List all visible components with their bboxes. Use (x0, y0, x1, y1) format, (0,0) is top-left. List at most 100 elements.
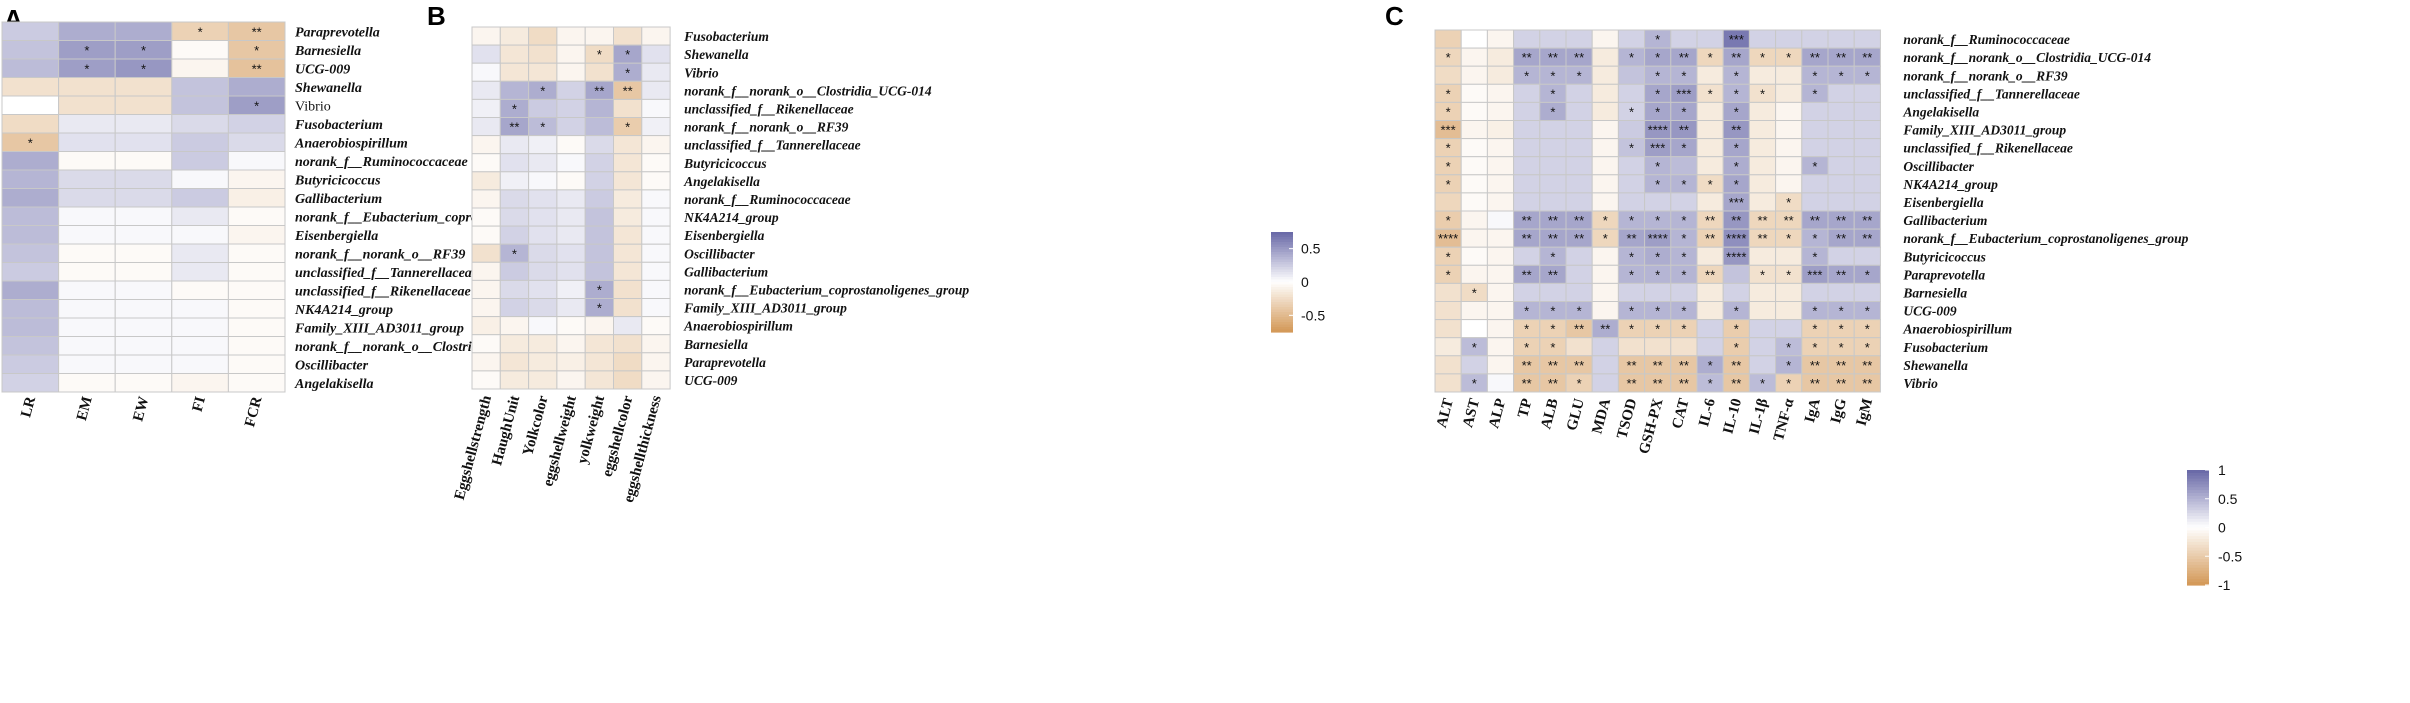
row-label: UCG-009 (295, 62, 350, 77)
heatmap-cell (1644, 282, 1672, 302)
legend-swatch (1271, 294, 1293, 298)
heatmap-cell (641, 153, 671, 173)
significance-mark: ** (1731, 376, 1741, 391)
legend-swatch (2187, 501, 2209, 506)
column-label: ALB (1538, 397, 1561, 431)
heatmap-cell (1827, 156, 1855, 176)
significance-mark: * (1655, 32, 1660, 47)
row-label: Anaerobiospirillum (683, 319, 793, 334)
heatmap-cell (1, 373, 60, 393)
significance-mark: * (1655, 249, 1660, 264)
legend-swatch (2187, 559, 2209, 563)
row-label: Paraprevotella (1903, 267, 1985, 282)
row-label: NK4A214_group (683, 210, 779, 225)
significance-mark: ** (1810, 50, 1820, 65)
legend-swatch (2187, 541, 2209, 546)
heatmap-cell (1, 151, 60, 171)
heatmap-cell (227, 206, 286, 226)
heatmap-cell (227, 354, 286, 374)
heatmap-cell (1696, 101, 1724, 122)
heatmap-cell (1748, 138, 1777, 158)
legend-swatch (2187, 556, 2209, 560)
heatmap-cell (114, 77, 173, 97)
significance-mark: ** (1522, 376, 1532, 391)
heatmap-cell (641, 261, 671, 281)
heatmap-cell (1670, 192, 1698, 212)
heatmap-cell (556, 370, 586, 390)
heatmap-cell (1, 95, 60, 115)
heatmap-cell (1539, 29, 1567, 49)
heatmap-cell (499, 62, 530, 82)
heatmap-cell (1853, 156, 1881, 176)
heatmap-cell (1748, 192, 1777, 212)
significance-mark: *** (1729, 195, 1744, 210)
legend-swatch (1271, 299, 1293, 303)
legend-swatch (2187, 513, 2209, 517)
heatmap-cell (1801, 174, 1829, 194)
heatmap-cell (528, 207, 558, 227)
heatmap-cell (556, 189, 586, 209)
row-label: unclassified_f__Rikenellaceae (295, 284, 471, 299)
legend-swatch (1271, 249, 1293, 253)
heatmap-cell (1486, 29, 1515, 49)
significance-mark: ** (1574, 231, 1584, 246)
row-label: Shewanella (1903, 358, 1968, 373)
significance-mark: * (597, 47, 602, 62)
heatmap-cell (1460, 192, 1488, 212)
legend-swatch (1271, 327, 1293, 331)
heatmap-cell (1565, 120, 1593, 140)
heatmap-cell (1486, 138, 1515, 158)
significance-mark: * (1760, 86, 1765, 101)
row-label: Anaerobiospirillum (1902, 322, 2012, 337)
heatmap-cell (171, 262, 229, 282)
heatmap-cell (1696, 282, 1724, 302)
significance-mark: * (1655, 213, 1660, 228)
row-label: UCG-009 (1903, 304, 1956, 319)
heatmap-cell (528, 243, 558, 263)
heatmap-cell (556, 171, 586, 191)
significance-mark: * (84, 43, 89, 58)
heatmap-cell (1591, 101, 1619, 122)
heatmap-cell (114, 299, 173, 319)
heatmap-cell (584, 225, 615, 245)
significance-mark: * (1812, 304, 1817, 319)
heatmap-cell (499, 207, 530, 227)
heatmap-cell (1460, 47, 1488, 67)
significance-mark: ** (1522, 358, 1532, 373)
legend-swatch (2187, 562, 2209, 566)
heatmap-cell (1591, 301, 1619, 321)
heatmap-cell (1, 188, 60, 208)
significance-mark: * (1446, 86, 1451, 101)
legend-swatch (1271, 292, 1293, 296)
legend-swatch (1271, 287, 1293, 291)
legend-swatch (1271, 237, 1293, 241)
panel-C: C* *** norank_f__Ruminococcaceae* ** ** ** * * *… (1385, 1, 2242, 593)
heatmap-cell (471, 352, 501, 372)
legend-colorbar: 1 0.5 0 -0.5 -1 (2187, 462, 2242, 593)
heatmap-cell (1775, 83, 1803, 103)
heatmap-cell (1460, 138, 1488, 158)
significance-mark: * (1550, 322, 1555, 337)
significance-mark: ** (1836, 358, 1846, 373)
significance-mark: ** (1810, 358, 1820, 373)
significance-mark: ** (1836, 231, 1846, 246)
heatmap-cell (471, 117, 501, 137)
significance-mark: ** (1679, 50, 1689, 65)
significance-mark: * (1655, 177, 1660, 192)
legend-swatch (2187, 498, 2209, 503)
heatmap-cell (471, 316, 501, 336)
heatmap-cell (1775, 301, 1803, 321)
significance-mark: * (1524, 304, 1529, 319)
significance-mark: * (1760, 267, 1765, 282)
legend-swatch (1271, 319, 1293, 323)
significance-mark: * (1681, 177, 1686, 192)
heatmap-cell (171, 188, 229, 208)
significance-mark: * (540, 120, 545, 135)
legend-tick-label: 0 (2218, 520, 2226, 536)
legend-swatch (2187, 490, 2209, 494)
heatmap-cell (1565, 282, 1593, 302)
significance-mark: * (1655, 304, 1660, 319)
significance-mark: ** (1679, 123, 1689, 138)
legend-swatch (1271, 317, 1293, 321)
